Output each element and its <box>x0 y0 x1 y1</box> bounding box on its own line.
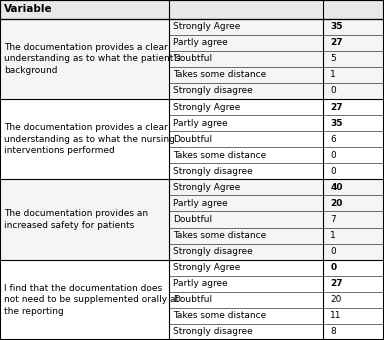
Text: Doubtful: Doubtful <box>173 295 212 304</box>
Text: Strongly disagree: Strongly disagree <box>173 327 253 337</box>
Bar <box>0 99 384 180</box>
Text: 27: 27 <box>330 279 343 288</box>
Text: 11: 11 <box>330 311 342 320</box>
Text: Takes some distance: Takes some distance <box>173 231 266 240</box>
Text: 0: 0 <box>330 167 336 176</box>
Text: Strongly Agree: Strongly Agree <box>173 103 240 112</box>
Text: 27: 27 <box>330 38 343 47</box>
Bar <box>0 0 384 19</box>
Text: Partly agree: Partly agree <box>173 38 228 47</box>
Text: 5: 5 <box>330 54 336 63</box>
Text: Doubtful: Doubtful <box>173 215 212 224</box>
Text: 20: 20 <box>330 295 342 304</box>
Text: Strongly Agree: Strongly Agree <box>173 22 240 31</box>
Bar <box>0 260 384 340</box>
Text: Partly agree: Partly agree <box>173 119 228 128</box>
Bar <box>0 19 384 99</box>
Text: 20: 20 <box>330 199 343 208</box>
Text: The documentation provides a clear
understanding as to what the patient's
backgr: The documentation provides a clear under… <box>4 42 180 75</box>
Text: 40: 40 <box>330 183 343 192</box>
Text: The documentation provides a clear
understanding as to what the nursing
interven: The documentation provides a clear under… <box>4 123 175 155</box>
Text: 1: 1 <box>330 70 336 80</box>
Text: 0: 0 <box>330 247 336 256</box>
Bar <box>0 180 384 260</box>
Text: Doubtful: Doubtful <box>173 135 212 144</box>
Text: 0: 0 <box>330 263 336 272</box>
Text: Takes some distance: Takes some distance <box>173 70 266 80</box>
Text: 35: 35 <box>330 22 343 31</box>
Text: 6: 6 <box>330 135 336 144</box>
Text: Strongly Agree: Strongly Agree <box>173 183 240 192</box>
Text: Doubtful: Doubtful <box>173 54 212 63</box>
Text: The documentation provides an
increased safety for patients: The documentation provides an increased … <box>4 209 148 230</box>
Text: 0: 0 <box>330 86 336 96</box>
Text: 1: 1 <box>330 231 336 240</box>
Text: I find that the documentation does
not need to be supplemented orally at
the rep: I find that the documentation does not n… <box>4 284 179 316</box>
Text: 7: 7 <box>330 215 336 224</box>
Text: 8: 8 <box>330 327 336 337</box>
Text: 35: 35 <box>330 119 343 128</box>
Text: 0: 0 <box>330 151 336 160</box>
Text: 27: 27 <box>330 103 343 112</box>
Text: Strongly disagree: Strongly disagree <box>173 86 253 96</box>
Text: Strongly Agree: Strongly Agree <box>173 263 240 272</box>
Text: Takes some distance: Takes some distance <box>173 311 266 320</box>
Text: Strongly disagree: Strongly disagree <box>173 167 253 176</box>
Text: Strongly disagree: Strongly disagree <box>173 247 253 256</box>
Text: Partly agree: Partly agree <box>173 199 228 208</box>
Text: Takes some distance: Takes some distance <box>173 151 266 160</box>
Text: Partly agree: Partly agree <box>173 279 228 288</box>
Text: Variable: Variable <box>4 4 53 14</box>
